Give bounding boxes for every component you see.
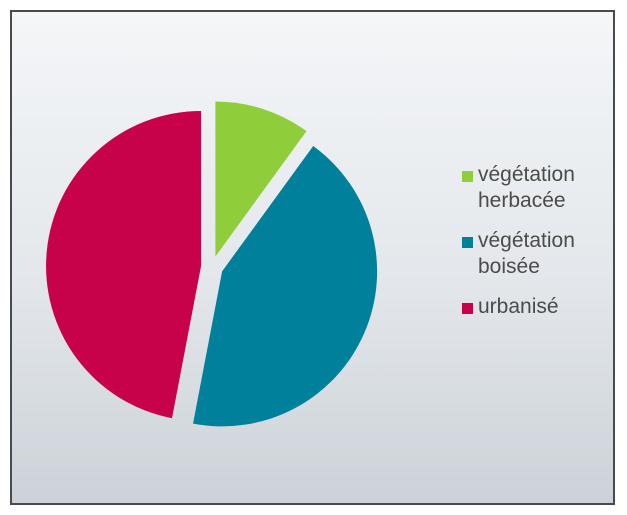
pie-chart (46, 101, 378, 427)
pie-slice-2 (46, 110, 202, 419)
pie-slice-0 (215, 101, 307, 257)
legend-item: végétation boisée (462, 228, 622, 280)
legend-swatch-2 (462, 303, 473, 314)
pie-slice-1 (193, 145, 378, 427)
legend: végétation herbacée végétation boisée ur… (462, 162, 622, 334)
legend-item: végétation herbacée (462, 162, 622, 214)
chart-frame: végétation herbacée végétation boisée ur… (10, 10, 615, 505)
legend-item: urbanisé (462, 294, 622, 320)
legend-swatch-1 (462, 237, 473, 248)
legend-label: végétation boisée (478, 229, 575, 278)
legend-label: urbanisé (478, 295, 559, 318)
legend-label: végétation herbacée (478, 163, 575, 212)
legend-swatch-0 (462, 171, 473, 182)
